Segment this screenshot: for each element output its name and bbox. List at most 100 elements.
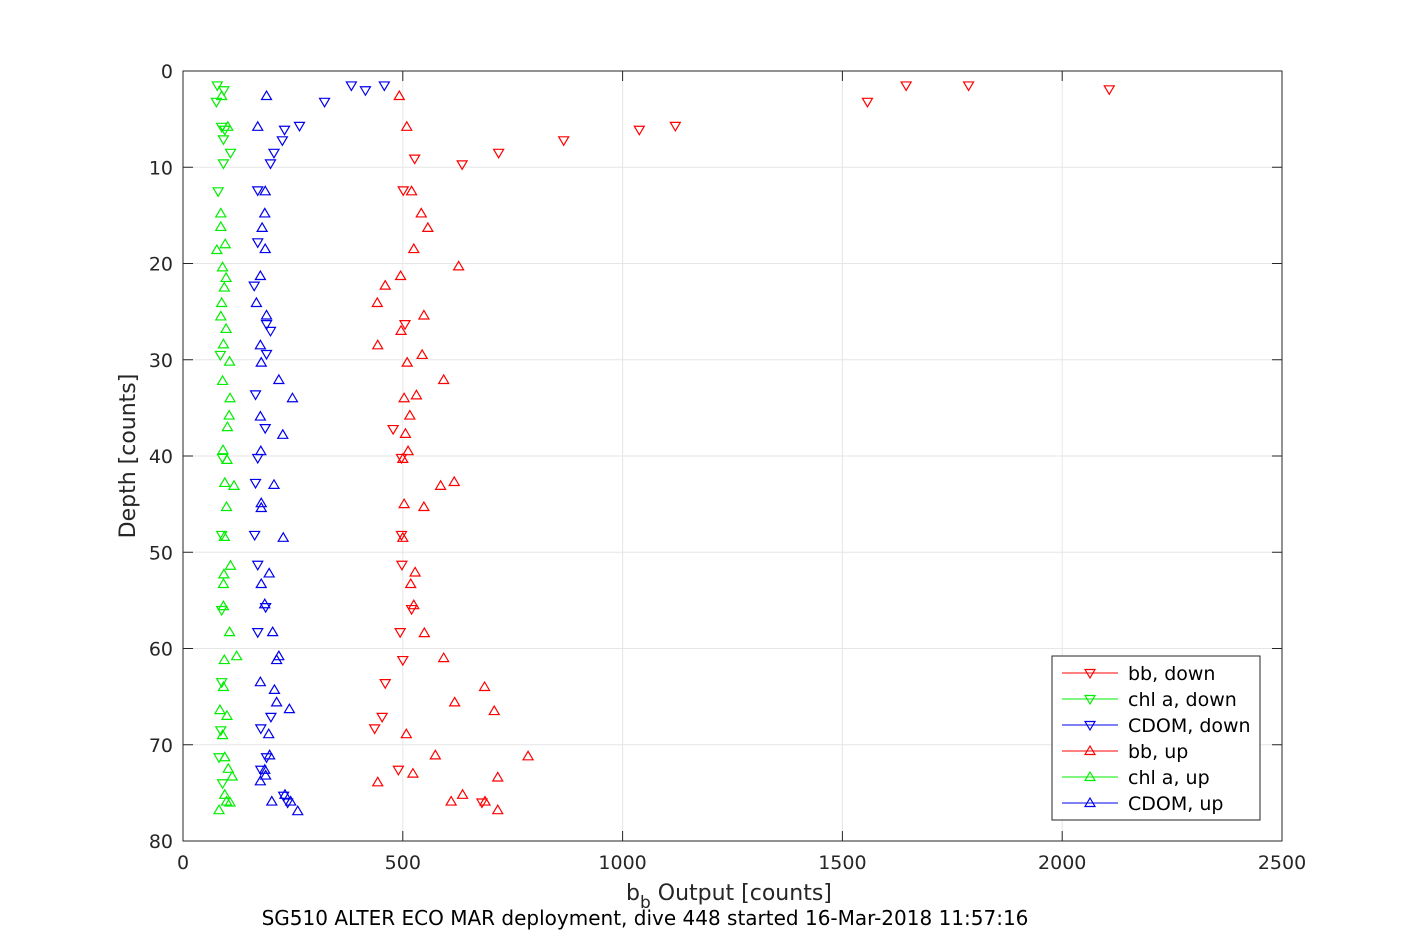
series-3-point <box>415 207 428 218</box>
series-3-point <box>403 409 416 420</box>
series-2-point <box>264 712 277 724</box>
series-4-point <box>213 703 226 715</box>
axis-ticks: 0 500 1000 1500 2000 2500 0 10 20 30 40 50 60 70 80 <box>149 61 1306 874</box>
series-0-point <box>1103 85 1116 96</box>
series-4-point <box>220 500 233 512</box>
series-3-point <box>393 89 406 101</box>
series-3-point <box>448 475 461 487</box>
series-5-point <box>255 577 268 589</box>
y-axis-label: Depth [counts] <box>116 374 141 539</box>
series-3-point <box>396 452 409 463</box>
x-axis-label-rest: Output [counts] <box>651 881 832 906</box>
x-tick-label: 1000 <box>598 852 646 874</box>
series-2-point <box>278 125 291 136</box>
series-0-point <box>395 453 408 465</box>
legend-entry-label: bb, down <box>1128 663 1215 685</box>
series-0-point <box>557 136 570 147</box>
series-3-point <box>437 651 450 663</box>
series-1-point <box>215 530 228 542</box>
series-3-point <box>405 185 418 196</box>
series-3-point <box>448 696 461 707</box>
legend-entry-label: CDOM, up <box>1128 793 1223 815</box>
series-4-point <box>223 409 236 420</box>
series-4-point <box>224 559 237 570</box>
series-3-point <box>491 771 504 782</box>
series-2-point <box>251 238 264 249</box>
series-3-point <box>456 788 469 799</box>
series-2-point <box>260 349 273 361</box>
series-5-point <box>270 653 283 665</box>
legend-marker <box>1083 694 1097 706</box>
series-4-point <box>214 220 227 232</box>
series-2-point <box>293 121 306 133</box>
series-3-point <box>399 427 412 438</box>
series-0-point <box>861 97 874 108</box>
series-3-point <box>371 296 384 308</box>
series-5-point <box>254 676 267 687</box>
series-5-point <box>254 775 267 786</box>
series-5-point <box>286 392 299 403</box>
series-4-point <box>218 788 231 799</box>
series-4-point <box>216 374 229 386</box>
series-0-point <box>669 121 682 133</box>
series-5-point <box>259 185 272 196</box>
series-0-point <box>408 154 421 165</box>
series-5-point <box>250 296 263 308</box>
series-3-point <box>371 776 384 787</box>
series-1-point <box>210 97 223 108</box>
series-0-point <box>376 712 389 724</box>
legend-box <box>1051 655 1261 821</box>
series-2-point <box>264 159 277 170</box>
series-0-point <box>387 424 400 436</box>
series-4-point <box>220 271 233 283</box>
series-4-point <box>223 796 237 807</box>
series-4-point <box>226 770 239 781</box>
series-5-point <box>254 339 267 350</box>
data-markers <box>210 81 1116 816</box>
series-3-point <box>400 120 413 131</box>
series-4-point <box>214 207 227 218</box>
series-3-point <box>452 260 465 271</box>
series-3-point <box>478 680 491 692</box>
series-5-point <box>254 445 267 456</box>
series-3-point <box>421 221 434 232</box>
series-3-point <box>398 392 411 403</box>
legend-entry-label: chl a, up <box>1128 767 1210 789</box>
series-4-point <box>214 310 227 321</box>
series-4-point <box>223 392 237 403</box>
series-4-point <box>219 238 232 249</box>
series-5-point <box>278 788 292 799</box>
series-3-point <box>409 566 422 577</box>
series-3-point <box>407 242 420 254</box>
y-tick-label: 30 <box>149 350 173 372</box>
series-1-point <box>212 187 225 198</box>
series-4-point <box>218 281 231 292</box>
series-5-point <box>265 795 278 806</box>
series-0-point <box>405 604 418 616</box>
legend-entry-label: CDOM, down <box>1128 715 1251 737</box>
y-tick-label: 80 <box>149 831 173 853</box>
series-0-point <box>492 148 505 159</box>
legend-marker <box>1083 720 1097 732</box>
series-4-point <box>216 728 229 740</box>
series-4-point <box>216 444 230 455</box>
series-5-point <box>291 804 304 816</box>
series-3-point <box>488 704 501 716</box>
series-5-point <box>258 598 271 609</box>
legend-entry-label: bb, up <box>1128 741 1188 763</box>
series-5-point <box>259 242 272 254</box>
series-2-point <box>378 81 391 92</box>
legend-marker <box>1083 770 1097 782</box>
y-tick-label: 10 <box>149 157 173 179</box>
series-4-point <box>218 751 231 762</box>
series-3-point <box>394 324 408 335</box>
series-0-point <box>396 655 409 667</box>
series-0-point <box>398 320 412 331</box>
series-0-point <box>900 81 913 92</box>
series-1-point <box>214 350 227 362</box>
series-2-point <box>251 560 264 571</box>
series-0-point <box>962 81 975 92</box>
series-0-point <box>368 724 381 735</box>
series-2-point <box>345 81 358 92</box>
y-tick-label: 70 <box>149 735 173 757</box>
